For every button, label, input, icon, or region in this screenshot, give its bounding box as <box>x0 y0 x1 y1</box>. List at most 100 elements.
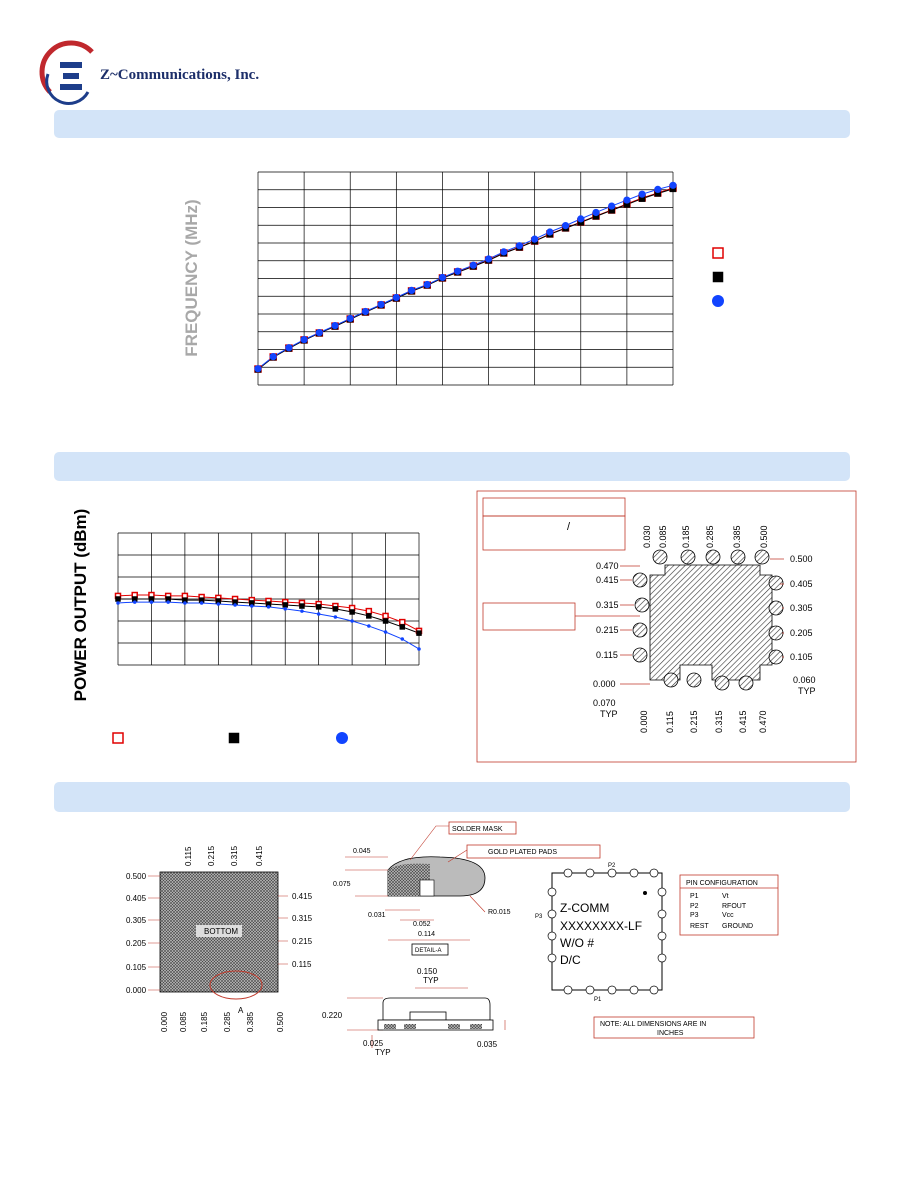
dimension-label: XXXXXXXX-LF <box>560 919 642 933</box>
data-point <box>577 215 585 223</box>
data-point <box>546 228 554 236</box>
dimension-label: R0.015 <box>488 909 511 916</box>
data-point <box>367 624 371 628</box>
dimension-label: 0.415 <box>255 845 264 866</box>
dimension-label: Vt <box>722 893 729 900</box>
dimension-label: 0.000 <box>593 679 616 689</box>
data-point <box>531 235 539 243</box>
dimension-label: BOTTOM <box>204 927 238 936</box>
data-point <box>299 603 305 609</box>
dimension-label: P1 <box>594 997 602 1003</box>
data-point <box>216 602 221 606</box>
shape <box>411 943 449 956</box>
dimension-label: A <box>238 1006 244 1015</box>
y-axis-label: FREQUENCY (MHz) <box>182 199 201 356</box>
dimension-label: INCHES <box>657 1030 684 1037</box>
dimension-label: 0.105 <box>126 963 147 972</box>
dimension-label: 0.315 <box>714 710 724 733</box>
shape <box>620 565 650 685</box>
dimension-label: 0.115 <box>596 650 618 660</box>
dimension-label: 0.205 <box>790 628 813 638</box>
data-point <box>365 607 373 615</box>
shape <box>345 856 486 941</box>
shape <box>448 1024 460 1029</box>
data-point <box>399 618 406 626</box>
data-point <box>149 600 154 604</box>
data-point <box>423 280 431 289</box>
dimension-label: 0.285 <box>705 525 715 548</box>
shape <box>563 868 573 878</box>
dimension-label: 0.305 <box>790 603 813 613</box>
legend-marker <box>336 732 348 744</box>
shape <box>714 675 730 691</box>
shape <box>770 558 784 658</box>
dimension-label: NOTE: ALL DIMENSIONS ARE IN <box>600 1021 706 1028</box>
dimension-label: D/C <box>560 953 581 967</box>
data-point <box>669 181 677 189</box>
shape <box>657 887 667 897</box>
shape <box>754 549 770 565</box>
shape <box>209 970 263 1000</box>
section-bar <box>54 452 850 481</box>
shape <box>607 868 617 878</box>
legend-marker <box>228 732 240 744</box>
dimension-label: 0.000 <box>160 1011 169 1032</box>
shape <box>663 672 679 688</box>
data-point <box>349 609 355 615</box>
dimension-label: 0.035 <box>477 1040 498 1049</box>
shape <box>196 925 242 937</box>
dimension-label: 0.405 <box>790 579 813 589</box>
dimension-label: 0.150 <box>417 967 438 976</box>
data-point <box>638 190 646 198</box>
dimension-label: 0.500 <box>276 1011 285 1032</box>
dimension-label: 0.315 <box>596 600 619 610</box>
shape <box>470 1024 482 1029</box>
dimension-label: SOLDER MASK <box>452 826 503 833</box>
data-point <box>199 601 204 605</box>
data-point <box>266 605 271 609</box>
shape <box>409 825 468 863</box>
shape <box>448 821 517 835</box>
dimension-label: 0.105 <box>790 652 813 662</box>
series-line <box>257 188 674 370</box>
dimension-label: 0.220 <box>322 1011 343 1020</box>
dimension-label: Vcc <box>722 912 734 919</box>
data-point <box>400 637 405 641</box>
dimension-label: 0.500 <box>759 525 769 548</box>
legend-marker <box>712 247 724 259</box>
data-point <box>300 609 304 613</box>
dimension-label: 0.114 <box>418 931 435 938</box>
shape <box>632 647 648 663</box>
shape <box>607 985 617 995</box>
shape <box>563 985 573 995</box>
shape <box>730 549 746 565</box>
shape <box>404 1024 416 1029</box>
dimension-label: 0.115 <box>665 711 675 733</box>
dimension-label: 0.115 <box>292 960 312 969</box>
data-point <box>623 196 631 204</box>
legend-marker <box>112 732 124 744</box>
dimension-label: 0.385 <box>246 1011 255 1032</box>
dimension-label: 0.075 <box>333 881 351 888</box>
shape <box>620 558 784 685</box>
data-point <box>331 321 339 330</box>
shape <box>148 875 160 991</box>
company-name: Z~Communications, Inc. <box>100 67 259 83</box>
shape <box>643 891 647 895</box>
dimension-label: 0.315 <box>292 914 313 923</box>
data-point <box>417 647 421 651</box>
shape <box>629 868 639 878</box>
shape <box>738 675 754 691</box>
shape <box>60 84 82 90</box>
shape <box>768 600 784 616</box>
data-point <box>500 248 508 256</box>
shape <box>632 549 784 691</box>
shape <box>629 985 639 995</box>
data-point <box>361 307 370 316</box>
data-point <box>300 335 308 344</box>
shape <box>657 909 667 919</box>
shape <box>632 622 648 638</box>
pad-layout <box>476 490 857 763</box>
shape <box>482 515 626 551</box>
shape <box>632 572 648 588</box>
